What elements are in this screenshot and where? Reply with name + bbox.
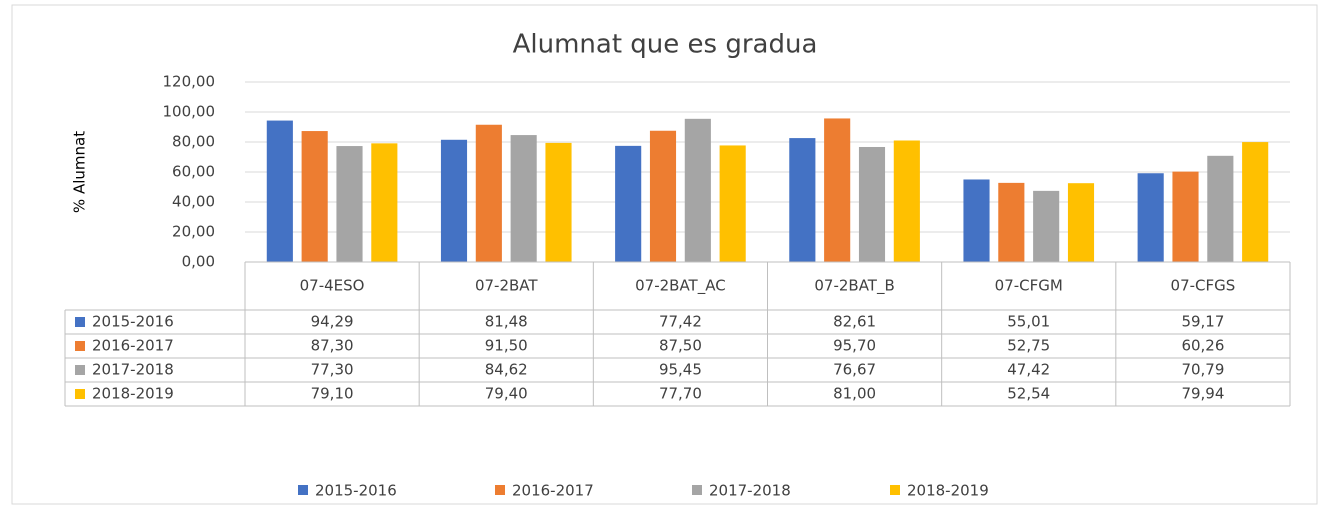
bar [336, 146, 363, 262]
legend-key [692, 485, 702, 495]
table-value: 47,42 [1007, 361, 1050, 379]
legend-key [495, 485, 505, 495]
bar [545, 142, 572, 262]
y-tick-label: 60,00 [172, 163, 215, 181]
table-value: 76,67 [833, 361, 876, 379]
table-value: 59,17 [1181, 313, 1224, 331]
bar [440, 139, 468, 262]
table-legend-key [75, 365, 85, 375]
bar [510, 135, 537, 262]
table-value: 87,50 [659, 337, 702, 355]
y-axis-title: % Alumnat [71, 131, 89, 213]
bar [1172, 171, 1199, 262]
x-tick-label: 07-CFGM [995, 277, 1063, 295]
legend-label: 2017-2018 [709, 482, 791, 500]
bar [266, 120, 293, 262]
table-value: 82,61 [833, 313, 876, 331]
table-value: 81,00 [833, 385, 876, 403]
table-legend-key [75, 389, 85, 399]
bar [893, 140, 920, 262]
table-legend-key [75, 317, 85, 327]
x-tick-label: 07-2BAT_AC [635, 277, 726, 296]
table-value: 94,29 [311, 313, 354, 331]
table-value: 77,70 [659, 385, 702, 403]
bar [963, 179, 990, 262]
table-value: 87,30 [311, 337, 354, 355]
legend-label: 2015-2016 [315, 482, 397, 500]
table-value: 81,48 [485, 313, 528, 331]
bar [371, 143, 398, 262]
table-value: 91,50 [485, 337, 528, 355]
table-series-label: 2016-2017 [92, 337, 174, 355]
table-legend-key [75, 341, 85, 351]
table-value: 77,42 [659, 313, 702, 331]
legend-label: 2018-2019 [907, 482, 989, 500]
table-series-label: 2015-2016 [92, 313, 174, 331]
bar [998, 182, 1025, 262]
table-value: 52,75 [1007, 337, 1050, 355]
table-value: 55,01 [1007, 313, 1050, 331]
table-value: 95,70 [833, 337, 876, 355]
y-tick-label: 80,00 [172, 133, 215, 151]
bar [858, 146, 886, 262]
table-value: 79,40 [485, 385, 528, 403]
bar [1067, 183, 1095, 262]
chart-title: Alumnat que es gradua [513, 30, 818, 60]
bar [649, 130, 677, 262]
table-value: 70,79 [1181, 361, 1224, 379]
x-tick-label: 07-4ESO [300, 277, 365, 295]
bar [684, 118, 711, 262]
y-tick-label: 40,00 [172, 193, 215, 211]
y-tick-label: 100,00 [163, 103, 216, 121]
table-value: 77,30 [311, 361, 354, 379]
bar [719, 145, 746, 262]
bar [475, 124, 502, 262]
legend-label: 2016-2017 [512, 482, 594, 500]
x-tick-label: 07-2BAT [475, 277, 538, 295]
table-value: 95,45 [659, 361, 702, 379]
table-value: 52,54 [1007, 385, 1050, 403]
x-tick-label: 07-2BAT_B [814, 277, 894, 296]
table-series-label: 2017-2018 [92, 361, 174, 379]
bar [1033, 190, 1060, 262]
table-value: 84,62 [485, 361, 528, 379]
table-series-label: 2018-2019 [92, 385, 174, 403]
table-value: 79,94 [1181, 385, 1224, 403]
bar [1207, 155, 1234, 262]
bar [789, 138, 816, 262]
legend-key [298, 485, 308, 495]
bar [615, 145, 642, 262]
x-tick-label: 07-CFGS [1171, 277, 1236, 295]
y-tick-label: 120,00 [163, 73, 216, 91]
y-tick-label: 0,00 [182, 253, 215, 271]
bar [1242, 142, 1269, 262]
table-value: 60,26 [1181, 337, 1224, 355]
table-value: 79,10 [311, 385, 354, 403]
y-tick-label: 20,00 [172, 223, 215, 241]
bar [301, 131, 328, 262]
bar [824, 118, 851, 262]
bar [1137, 173, 1164, 262]
legend-key [890, 485, 900, 495]
